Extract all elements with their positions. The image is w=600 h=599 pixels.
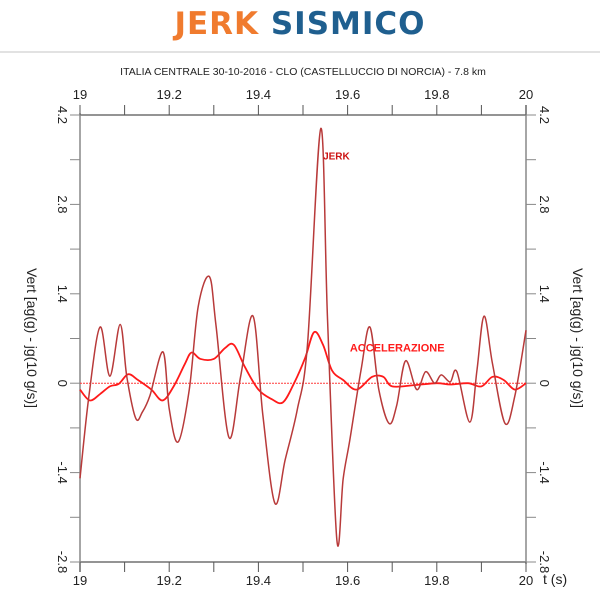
x-tick-label-top: 19.6	[335, 87, 360, 102]
brand-word-sismico: SISMICO	[270, 6, 426, 42]
header-divider	[0, 51, 600, 53]
y-axis-label-left: Vert [ag(g) - jg(10 g/s)]	[24, 268, 40, 408]
x-tick-label-bottom: 19.8	[424, 573, 449, 588]
x-tick-label-top: 19	[73, 87, 87, 102]
y-tick-label-right: 1.4	[537, 285, 552, 303]
y-tick-label-left: 1.4	[55, 285, 70, 303]
brand-logo: JERK SISMICO	[0, 4, 600, 44]
x-tick-label-bottom: 19.4	[246, 573, 271, 588]
y-tick-label-left: 0	[55, 380, 70, 387]
x-tick-label-top: 20	[519, 87, 533, 102]
x-tick-label-bottom: 20	[519, 573, 533, 588]
x-tick-label-top: 19.2	[157, 87, 182, 102]
x-tick-label-top: 19.8	[424, 87, 449, 102]
y-tick-label-left: 2.8	[55, 195, 70, 213]
y-tick-label-right: 0	[537, 380, 552, 387]
y-tick-label-right: 2.8	[537, 195, 552, 213]
x-tick-label-bottom: 19	[73, 573, 87, 588]
chart-title: ITALIA CENTRALE 30-10-2016 - CLO (CASTEL…	[120, 66, 486, 78]
axes-frame: 19 19 19.2 19.2 19.4 19.4 19.6 19.6 19.8 19.8 20 20…	[55, 87, 552, 588]
y-tick-label-right: -2.8	[537, 551, 552, 573]
y-tick-label-left: -1.4	[55, 461, 70, 483]
acceleration-series-line	[79, 330, 527, 405]
x-tick-label-top: 19.4	[246, 87, 271, 102]
x-tick-label-bottom: 19.6	[335, 573, 360, 588]
y-axis-label-right: Vert [ag(g) - jg(10 g/s)]	[570, 268, 586, 408]
x-tick-label-bottom: 19.2	[157, 573, 182, 588]
jerk-series-line	[79, 127, 527, 547]
y-tick-label-left: -2.8	[55, 551, 70, 573]
jerk-label: JERK	[323, 152, 350, 163]
y-tick-label-right: 4.2	[537, 106, 552, 124]
brand-word-jerk: JERK	[174, 6, 260, 42]
y-tick-label-right: -1.4	[537, 461, 552, 483]
acceleration-label: ACCELERAZIONE	[350, 342, 445, 354]
y-tick-label-left: 4.2	[55, 106, 70, 124]
x-axis-label: t (s)	[543, 571, 567, 587]
